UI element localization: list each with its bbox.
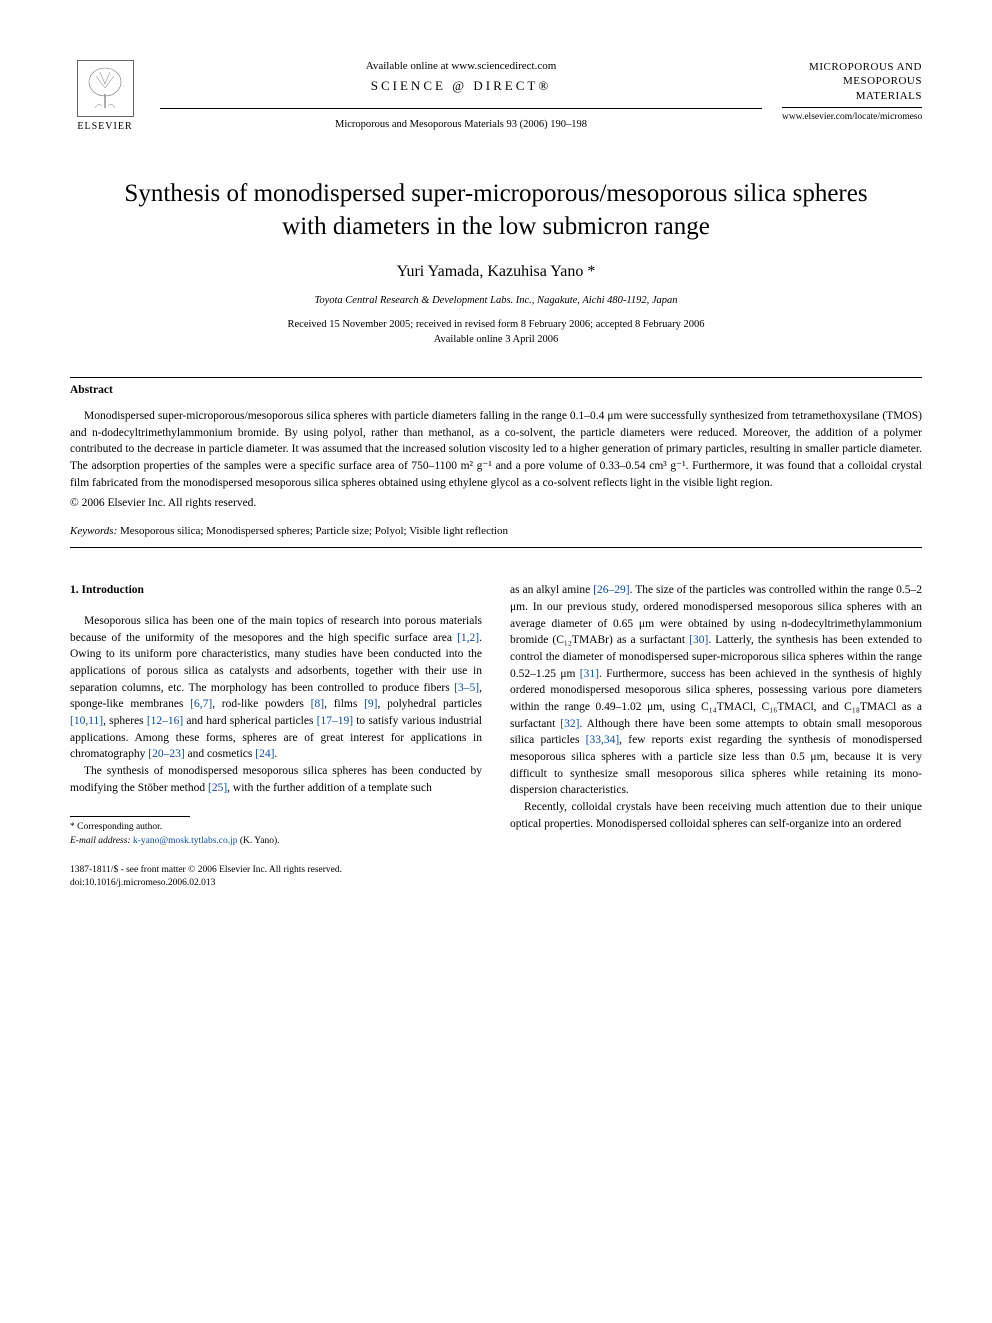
abstract-rule-bottom	[70, 547, 922, 548]
footnote-separator	[70, 816, 190, 817]
email-suffix: (K. Yano).	[238, 836, 280, 846]
ref-link-30[interactable]: [30]	[689, 634, 708, 646]
intro-para-4: Recently, colloidal crystals have been r…	[510, 799, 922, 832]
left-column: 1. Introduction Mesoporous silica has be…	[70, 582, 482, 848]
intro-heading: 1. Introduction	[70, 582, 482, 599]
page-container: ELSEVIER Available online at www.science…	[0, 0, 992, 930]
t: , with the further addition of a templat…	[227, 782, 432, 794]
intro-para-2: The synthesis of monodispersed mesoporou…	[70, 763, 482, 796]
ref-link-33-34[interactable]: [33,34]	[586, 734, 620, 746]
keywords-line: Keywords: Mesoporous silica; Monodispers…	[70, 525, 922, 537]
abstract-body: Monodispersed super-microporous/mesoporo…	[70, 408, 922, 491]
keywords-text: Mesoporous silica; Monodispersed spheres…	[117, 525, 508, 537]
intro-para-1: Mesoporous silica has been one of the ma…	[70, 613, 482, 763]
t: and cosmetics	[185, 748, 256, 760]
sciencedirect-logo: SCIENCE @ DIRECT®	[160, 78, 762, 94]
t: , rod-like powders	[212, 698, 310, 710]
t: , polyhedral particles	[378, 698, 483, 710]
t: and hard spherical particles	[183, 715, 316, 727]
footer-line1: 1387-1811/$ - see front matter © 2006 El…	[70, 864, 922, 877]
email-label: E-mail address:	[70, 836, 131, 846]
dates-line2: Available online 3 April 2006	[70, 333, 922, 348]
corresponding-author: * Corresponding author.	[70, 821, 482, 834]
footnote-block: * Corresponding author. E-mail address: …	[70, 821, 482, 848]
two-column-body: 1. Introduction Mesoporous silica has be…	[70, 582, 922, 848]
available-online-text: Available online at www.sciencedirect.co…	[160, 60, 762, 72]
header-center: Available online at www.sciencedirect.co…	[140, 60, 782, 130]
journal-url: www.elsevier.com/locate/micromeso	[782, 112, 922, 122]
abstract-text: Monodispersed super-microporous/mesoporo…	[70, 408, 922, 491]
journal-reference: Microporous and Mesoporous Materials 93 …	[160, 119, 762, 130]
ref-link-9[interactable]: [9]	[364, 698, 377, 710]
elsevier-text: ELSEVIER	[77, 121, 132, 132]
ref-link-24[interactable]: [24]	[255, 748, 274, 760]
article-title: Synthesis of monodispersed super-micropo…	[110, 178, 882, 243]
ref-link-25[interactable]: [25]	[208, 782, 227, 794]
ref-link-32[interactable]: [32]	[560, 718, 579, 730]
ref-link-31[interactable]: [31]	[580, 668, 599, 680]
page-footer: 1387-1811/$ - see front matter © 2006 El…	[70, 864, 922, 891]
ref-link-6-7[interactable]: [6,7]	[190, 698, 212, 710]
authors: Yuri Yamada, Kazuhisa Yano *	[70, 263, 922, 281]
t: .	[274, 748, 277, 760]
footer-line2: doi:10.1016/j.micromeso.2006.02.013	[70, 877, 922, 890]
abstract-rule-top	[70, 377, 922, 378]
journal-rule	[782, 107, 922, 108]
ref-link-26-29[interactable]: [26–29]	[593, 584, 629, 596]
ref-link-10-11[interactable]: [10,11]	[70, 715, 103, 727]
ref-link-12-16[interactable]: [12–16]	[147, 715, 183, 727]
right-column: as an alkyl amine [26–29]. The size of t…	[510, 582, 922, 848]
ref-link-3-5[interactable]: [3–5]	[454, 682, 479, 694]
t: , films	[324, 698, 364, 710]
dates-line1: Received 15 November 2005; received in r…	[70, 318, 922, 333]
header-row: ELSEVIER Available online at www.science…	[70, 60, 922, 140]
ref-link-17-19[interactable]: [17–19]	[317, 715, 353, 727]
intro-para-3: as an alkyl amine [26–29]. The size of t…	[510, 582, 922, 799]
journal-name-line2: MESOPOROUS MATERIALS	[782, 74, 922, 103]
email-link[interactable]: k-yano@mosk.tytlabs.co.jp	[131, 836, 238, 846]
elsevier-tree-icon	[77, 60, 134, 117]
ref-link-8[interactable]: [8]	[311, 698, 324, 710]
abstract-heading: Abstract	[70, 384, 922, 396]
journal-name-line1: MICROPOROUS AND	[782, 60, 922, 74]
t: as an alkyl amine	[510, 584, 593, 596]
article-dates: Received 15 November 2005; received in r…	[70, 318, 922, 347]
ref-link-1-2[interactable]: [1,2]	[457, 632, 479, 644]
affiliation: Toyota Central Research & Development La…	[70, 295, 922, 306]
t: , spheres	[103, 715, 147, 727]
keywords-label: Keywords:	[70, 525, 117, 537]
email-line: E-mail address: k-yano@mosk.tytlabs.co.j…	[70, 835, 482, 848]
journal-logo-block: MICROPOROUS AND MESOPOROUS MATERIALS www…	[782, 60, 922, 122]
elsevier-logo: ELSEVIER	[70, 60, 140, 140]
abstract-copyright: © 2006 Elsevier Inc. All rights reserved…	[70, 497, 922, 509]
header-rule-top	[160, 108, 762, 109]
t: Mesoporous silica has been one of the ma…	[70, 615, 482, 644]
ref-link-20-23[interactable]: [20–23]	[148, 748, 184, 760]
